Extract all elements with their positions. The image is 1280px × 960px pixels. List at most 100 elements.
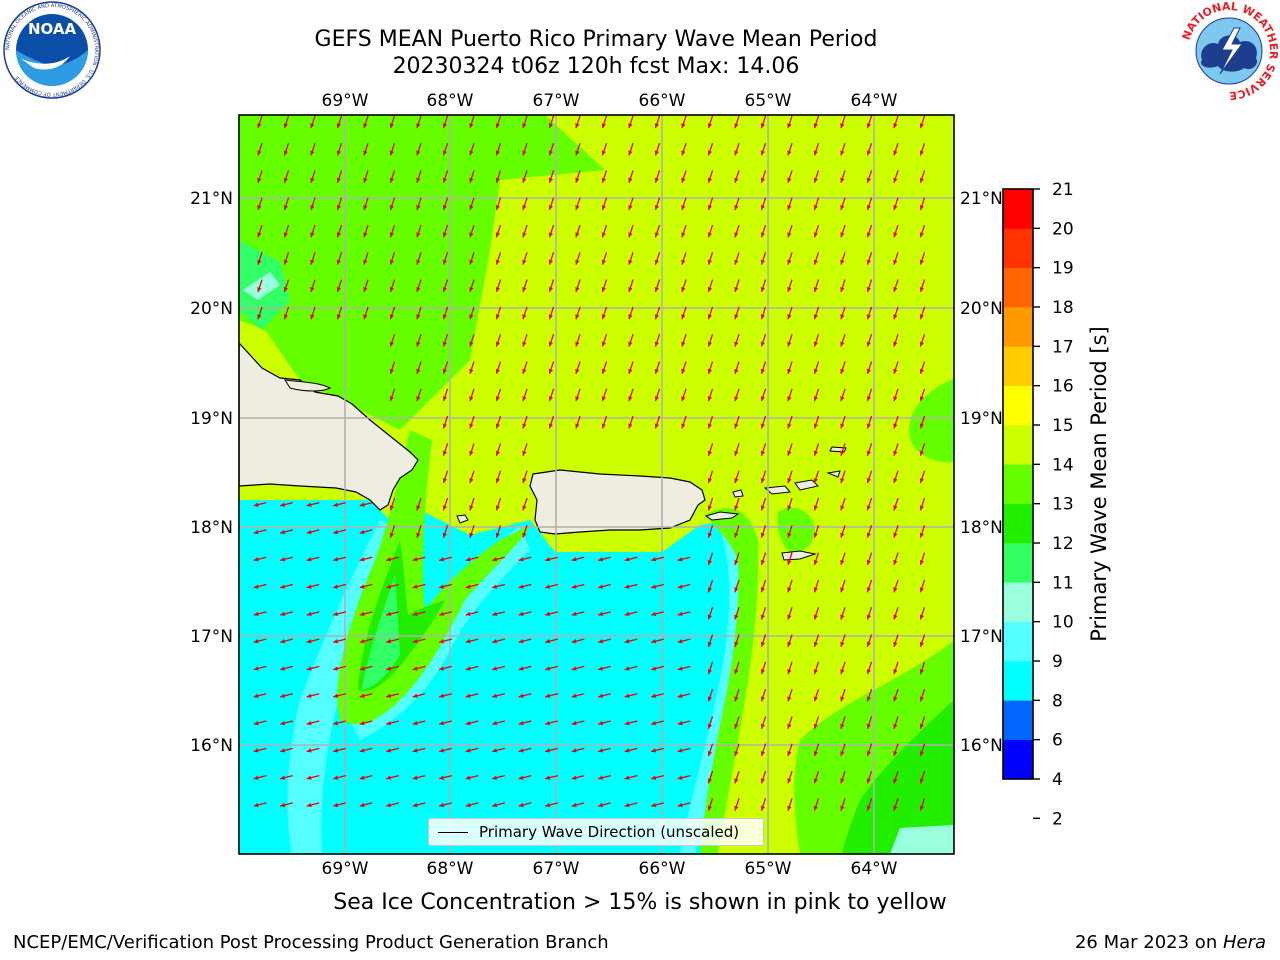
wave-arrow-head [280, 502, 286, 507]
wave-arrow-head [654, 177, 659, 183]
wave-arrow-head [571, 802, 577, 808]
wave-arrow-head [760, 805, 765, 811]
wave-arrow-head [386, 693, 392, 698]
lat-label-right-18n: 18°N [960, 518, 1003, 538]
wave-arrow-head [840, 123, 845, 129]
wave-arrow-head [336, 205, 341, 211]
wave-arrow-head [707, 505, 712, 511]
period-field-13s-virgin-islands [777, 507, 815, 553]
wave-arrow-head [707, 587, 712, 593]
wave-arrow-head [548, 341, 553, 347]
wave-arrow-head [893, 751, 898, 757]
wave-arrow-head [601, 232, 606, 238]
colorbar-tick-label-17: 17 [1052, 337, 1074, 357]
wave-arrow-head [787, 232, 792, 238]
wave-arrow-head [495, 123, 500, 129]
wave-arrow-head [787, 368, 792, 374]
wave-arrow-head [416, 287, 421, 292]
wave-arrow-head [866, 423, 871, 429]
wave-arrow-head [734, 150, 739, 156]
map-canvas [239, 115, 954, 854]
wave-arrow-head [601, 259, 606, 265]
wave-arrow-head [734, 450, 739, 456]
wave-arrow-head [840, 368, 845, 374]
wave-arrow-head [442, 505, 447, 511]
wave-arrow-head [283, 287, 288, 292]
wave-arrow-head [866, 478, 871, 484]
wave-arrow-head [518, 775, 524, 780]
wave-arrow-head [919, 205, 924, 211]
wave-arrow-head [439, 584, 445, 589]
wave-arrow-head [442, 314, 447, 320]
wave-arrow-head [359, 775, 365, 780]
wave-arrow-head [760, 205, 765, 211]
wave-arrow-head [389, 177, 394, 183]
wave-arrow-head [840, 259, 845, 265]
wave-arrow-head [598, 802, 604, 808]
colorbar-tick-label-16: 16 [1052, 377, 1074, 397]
wave-arrow-head [734, 723, 739, 729]
wave-arrow-head [359, 802, 365, 808]
wave-arrow-head [359, 666, 365, 671]
wave-arrow-head [363, 205, 368, 211]
lat-label-left-16n: 16°N [190, 736, 233, 756]
wave-arrow-head [416, 150, 421, 156]
wave-arrow-head [469, 478, 474, 484]
wave-arrow-head [598, 693, 604, 698]
wave-arrow-head [310, 177, 315, 183]
period-field-11s-mona-plume [362, 575, 400, 690]
wave-arrow-head [442, 123, 447, 129]
wave-arrow-head [495, 450, 500, 456]
wave-arrow-head [336, 259, 341, 265]
wave-arrow-head [813, 205, 818, 211]
wave-arrow-head [412, 748, 418, 753]
wave-arrow-head [389, 532, 394, 538]
colorbar-segment [1003, 621, 1033, 662]
wave-arrow-head [681, 205, 686, 211]
wave-arrow-head [919, 150, 924, 156]
wave-arrow-head [386, 775, 392, 780]
lat-label-left-20n: 20°N [190, 299, 233, 319]
wave-arrow-head [707, 751, 712, 757]
wave-arrow-head [866, 123, 871, 129]
wave-arrow-head [813, 669, 818, 675]
wave-arrow-head [522, 450, 527, 456]
lat-label-right-17n: 17°N [960, 627, 1003, 647]
wave-arrow-head [601, 177, 606, 183]
wave-arrow-head [813, 505, 818, 511]
wave-arrow-head [492, 666, 498, 671]
wave-arrow-head [866, 587, 871, 593]
wave-arrow-head [439, 720, 445, 726]
wave-arrow-head [734, 205, 739, 211]
wave-arrow-head [469, 123, 474, 129]
wave-arrow-head [253, 775, 259, 780]
culebra-island [732, 489, 744, 498]
wave-arrow-head [389, 287, 394, 292]
lon-label-top-68w: 68°W [427, 91, 474, 111]
wave-arrow-head [333, 720, 339, 726]
wave-arrow-head [734, 314, 739, 320]
wave-arrow-head [253, 584, 259, 589]
wave-arrow-head [465, 584, 471, 589]
colorbar-segment [1003, 228, 1033, 268]
wave-arrow-head [598, 666, 604, 671]
wave-arrow-head [624, 666, 630, 671]
wave-arrow-head [522, 259, 527, 265]
wave-arrow-head [893, 478, 898, 484]
wave-arrow-head [575, 177, 580, 183]
wave-arrow-head [866, 560, 871, 565]
wave-arrow-head [465, 611, 471, 617]
wave-arrow-head [893, 341, 898, 347]
wave-arrow-head [840, 723, 845, 729]
wave-arrow-head [654, 123, 659, 129]
wave-arrow-head [545, 611, 551, 617]
wave-arrow-head [866, 396, 871, 402]
map-frame [238, 114, 955, 855]
wave-arrow-head [495, 478, 500, 484]
wave-arrow-head [813, 778, 818, 784]
wave-arrow-head [677, 748, 683, 753]
wave-arrow-head [310, 205, 315, 211]
wave-arrow-head [545, 748, 551, 753]
wave-arrow-head [469, 396, 474, 402]
